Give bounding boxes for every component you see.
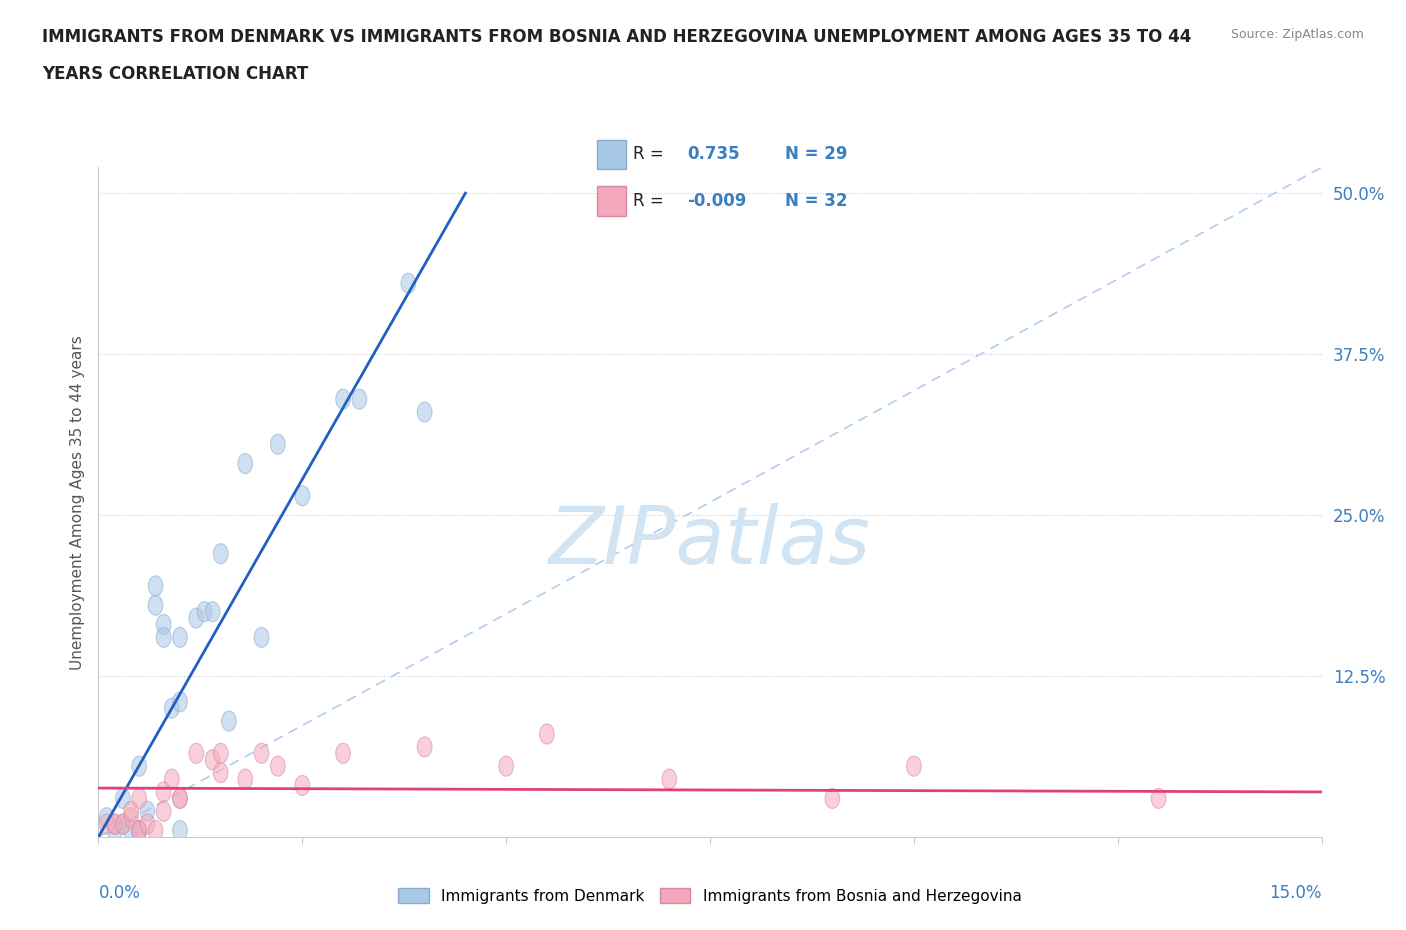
Ellipse shape xyxy=(115,814,131,834)
Ellipse shape xyxy=(124,807,138,828)
Bar xyxy=(598,140,626,169)
Ellipse shape xyxy=(173,789,187,808)
Ellipse shape xyxy=(205,602,219,621)
Ellipse shape xyxy=(107,820,122,841)
Ellipse shape xyxy=(107,814,122,834)
Text: R =: R = xyxy=(633,145,673,164)
Ellipse shape xyxy=(148,595,163,616)
Ellipse shape xyxy=(173,789,187,808)
Ellipse shape xyxy=(825,789,839,808)
Ellipse shape xyxy=(141,814,155,834)
Ellipse shape xyxy=(1152,789,1166,808)
Ellipse shape xyxy=(499,756,513,777)
Ellipse shape xyxy=(115,814,131,834)
Ellipse shape xyxy=(336,389,350,409)
Ellipse shape xyxy=(156,782,172,802)
Ellipse shape xyxy=(100,807,114,828)
Ellipse shape xyxy=(662,769,676,789)
Ellipse shape xyxy=(222,711,236,731)
Ellipse shape xyxy=(156,628,172,647)
Text: R =: R = xyxy=(633,192,669,210)
Text: Source: ZipAtlas.com: Source: ZipAtlas.com xyxy=(1230,28,1364,41)
Ellipse shape xyxy=(254,743,269,764)
Ellipse shape xyxy=(214,763,228,783)
Ellipse shape xyxy=(132,789,146,808)
Ellipse shape xyxy=(165,769,179,789)
Y-axis label: Unemployment Among Ages 35 to 44 years: Unemployment Among Ages 35 to 44 years xyxy=(69,335,84,670)
Ellipse shape xyxy=(132,820,146,841)
Text: YEARS CORRELATION CHART: YEARS CORRELATION CHART xyxy=(42,65,308,83)
Ellipse shape xyxy=(173,820,187,841)
Ellipse shape xyxy=(165,698,179,718)
Ellipse shape xyxy=(188,743,204,764)
Legend: Immigrants from Denmark, Immigrants from Bosnia and Herzegovina: Immigrants from Denmark, Immigrants from… xyxy=(392,882,1028,910)
Ellipse shape xyxy=(141,802,155,821)
Bar xyxy=(598,186,626,216)
Ellipse shape xyxy=(907,756,921,777)
Ellipse shape xyxy=(100,814,114,834)
Ellipse shape xyxy=(156,802,172,821)
Ellipse shape xyxy=(336,743,350,764)
Ellipse shape xyxy=(401,273,416,293)
Ellipse shape xyxy=(156,615,172,634)
Ellipse shape xyxy=(238,769,253,789)
Ellipse shape xyxy=(115,789,131,808)
Ellipse shape xyxy=(132,820,146,841)
Ellipse shape xyxy=(270,756,285,777)
Ellipse shape xyxy=(197,602,212,621)
Ellipse shape xyxy=(295,485,309,506)
Ellipse shape xyxy=(214,544,228,564)
Ellipse shape xyxy=(148,576,163,596)
Text: ZIPatlas: ZIPatlas xyxy=(548,503,872,581)
Text: IMMIGRANTS FROM DENMARK VS IMMIGRANTS FROM BOSNIA AND HERZEGOVINA UNEMPLOYMENT A: IMMIGRANTS FROM DENMARK VS IMMIGRANTS FR… xyxy=(42,28,1191,46)
Ellipse shape xyxy=(124,820,138,841)
Ellipse shape xyxy=(148,820,163,841)
Ellipse shape xyxy=(173,692,187,711)
Ellipse shape xyxy=(173,628,187,647)
Ellipse shape xyxy=(214,743,228,764)
Ellipse shape xyxy=(270,434,285,454)
Ellipse shape xyxy=(238,454,253,473)
Ellipse shape xyxy=(295,776,309,795)
Text: -0.009: -0.009 xyxy=(688,192,747,210)
Ellipse shape xyxy=(418,737,432,757)
Ellipse shape xyxy=(132,820,146,841)
Ellipse shape xyxy=(254,628,269,647)
Text: 0.735: 0.735 xyxy=(688,145,740,164)
Text: 0.0%: 0.0% xyxy=(98,884,141,902)
Ellipse shape xyxy=(540,724,554,744)
Ellipse shape xyxy=(124,802,138,821)
Text: N = 29: N = 29 xyxy=(785,145,846,164)
Ellipse shape xyxy=(132,756,146,777)
Ellipse shape xyxy=(188,608,204,628)
Text: N = 32: N = 32 xyxy=(785,192,846,210)
Ellipse shape xyxy=(107,814,122,834)
Ellipse shape xyxy=(205,750,219,770)
Ellipse shape xyxy=(418,402,432,422)
Ellipse shape xyxy=(352,389,367,409)
Text: 15.0%: 15.0% xyxy=(1270,884,1322,902)
